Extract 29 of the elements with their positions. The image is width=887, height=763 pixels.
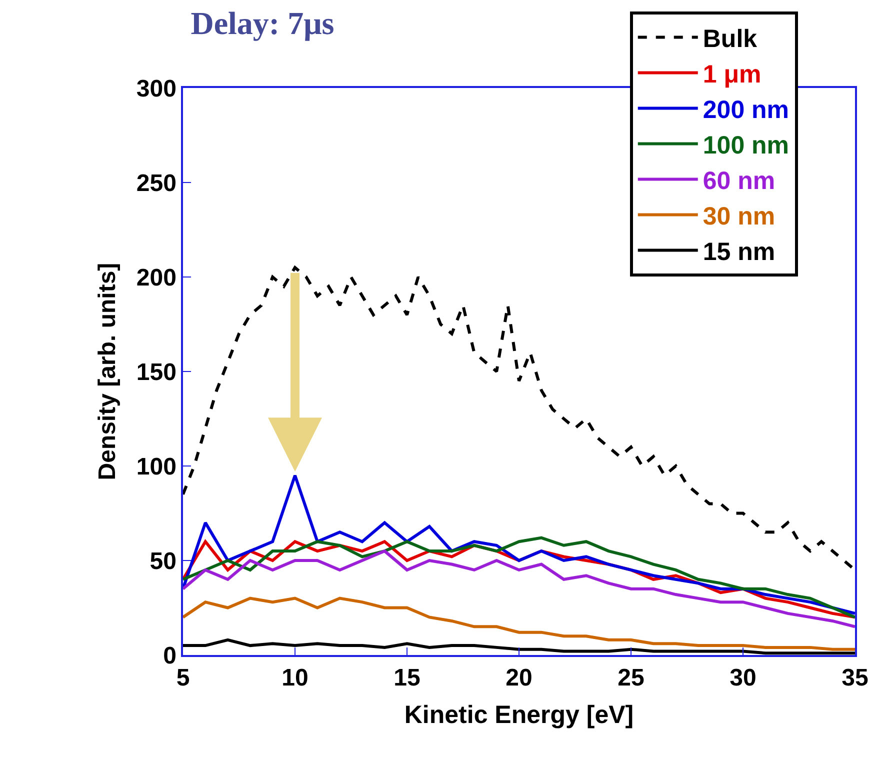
legend-label: 60 nm	[702, 166, 776, 195]
chart-title: Delay: 7μs	[190, 4, 334, 41]
legend-label: 30 nm	[702, 202, 776, 230]
x-axis-title: Kinetic Energy [eV]	[404, 701, 634, 730]
y-tick-label: 150	[136, 358, 176, 386]
line-series	[183, 550, 855, 628]
x-tick-label: 30	[730, 664, 756, 692]
x-tick-label: 20	[506, 664, 532, 692]
line-series	[183, 474, 855, 615]
y-tick-label: 200	[136, 264, 176, 292]
y-tick-label: 250	[136, 170, 176, 197]
y-tick-label: 100	[136, 453, 176, 480]
legend-label: 1 μm	[702, 60, 762, 88]
line-series	[183, 266, 855, 572]
line-series	[183, 638, 855, 655]
y-tick-label: 0	[163, 642, 176, 670]
legend-label: Bulk	[702, 24, 758, 53]
legend-label: 100 nm	[702, 131, 790, 160]
x-tick-label: 5	[176, 664, 190, 692]
legend-label: 200 nm	[702, 96, 790, 124]
legend-label: 15 nm	[702, 238, 776, 266]
x-tick-label: 25	[618, 664, 644, 692]
x-tick-label: 35	[842, 664, 868, 692]
x-tick-label: 10	[282, 664, 308, 692]
x-tick-label: 15	[394, 664, 420, 692]
y-tick-label: 300	[136, 75, 176, 102]
line-series	[183, 596, 855, 651]
y-tick-label: 50	[150, 548, 176, 575]
y-axis-title: Density [arb. units]	[94, 262, 122, 480]
